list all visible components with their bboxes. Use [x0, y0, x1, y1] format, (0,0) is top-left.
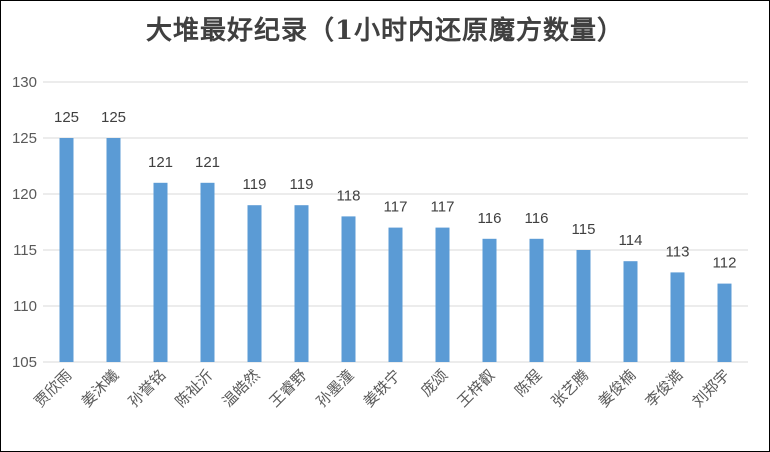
bar — [59, 138, 74, 362]
bar — [482, 238, 497, 362]
x-tick-label: 贾欣雨 — [31, 366, 76, 411]
chart-title: 大堆最好纪录（1小时内还原魔方数量） — [145, 16, 625, 46]
x-tick-label: 王梓叡 — [454, 366, 499, 411]
y-tick-label: 130 — [12, 74, 37, 91]
x-tick-label: 姜轶宁 — [360, 366, 405, 411]
y-tick-label: 125 — [12, 130, 37, 147]
x-tick-label: 陈祉沂 — [172, 366, 217, 411]
x-tick-label: 孙誉铭 — [125, 366, 170, 411]
bar — [388, 227, 403, 362]
data-label: 116 — [525, 210, 549, 227]
data-label: 116 — [478, 210, 502, 227]
data-label: 119 — [290, 176, 314, 193]
bars — [59, 138, 732, 362]
data-label: 121 — [148, 154, 173, 171]
bar — [435, 227, 450, 362]
bar — [576, 250, 591, 362]
data-label: 113 — [666, 243, 690, 260]
x-axis: 贾欣雨 姜沐曦 孙誉铭 陈祉沂 温皓然 王睿野 孙墨潼 姜轶宁 庞颂 王梓叡 陈程 张艺腾 姜俊楠 李俊澔… — [31, 366, 734, 411]
data-label: 125 — [54, 109, 79, 126]
x-tick-label: 温皓然 — [219, 366, 264, 411]
y-tick-label: 110 — [13, 298, 37, 315]
y-tick-label: 105 — [12, 354, 37, 371]
x-tick-label: 孙墨潼 — [313, 366, 358, 411]
bar — [200, 182, 215, 362]
data-label: 125 — [101, 109, 126, 126]
x-tick-label: 李俊澔 — [642, 366, 687, 411]
data-label: 119 — [243, 176, 267, 193]
bar — [153, 182, 168, 362]
bar — [717, 283, 732, 362]
bar — [106, 138, 121, 362]
x-tick-label: 姜俊楠 — [595, 366, 640, 411]
bar — [294, 205, 309, 362]
x-tick-label: 张艺腾 — [548, 366, 593, 411]
x-tick-label: 陈程 — [511, 366, 545, 400]
x-tick-label: 刘郑宇 — [689, 366, 734, 411]
bar — [623, 261, 638, 362]
data-label: 118 — [337, 187, 361, 204]
data-label: 112 — [713, 255, 737, 272]
y-tick-label: 115 — [13, 242, 37, 259]
x-tick-label: 姜沐曦 — [78, 366, 123, 411]
bar — [670, 272, 685, 362]
bar — [529, 238, 544, 362]
y-axis: 105 110 115 120 125 130 — [12, 74, 37, 371]
data-label: 115 — [572, 221, 596, 238]
data-label: 117 — [431, 199, 455, 216]
y-tick-label: 120 — [12, 186, 37, 203]
bar — [341, 216, 356, 362]
bar — [247, 205, 262, 362]
x-tick-label: 王睿野 — [266, 366, 311, 411]
data-label: 121 — [195, 154, 220, 171]
x-tick-label: 庞颂 — [417, 366, 451, 400]
data-label: 117 — [384, 199, 408, 216]
data-labels: 125 125 121 121 119 119 118 117 117 116 116 115 114 1… — [54, 109, 736, 272]
data-label: 114 — [619, 232, 643, 249]
